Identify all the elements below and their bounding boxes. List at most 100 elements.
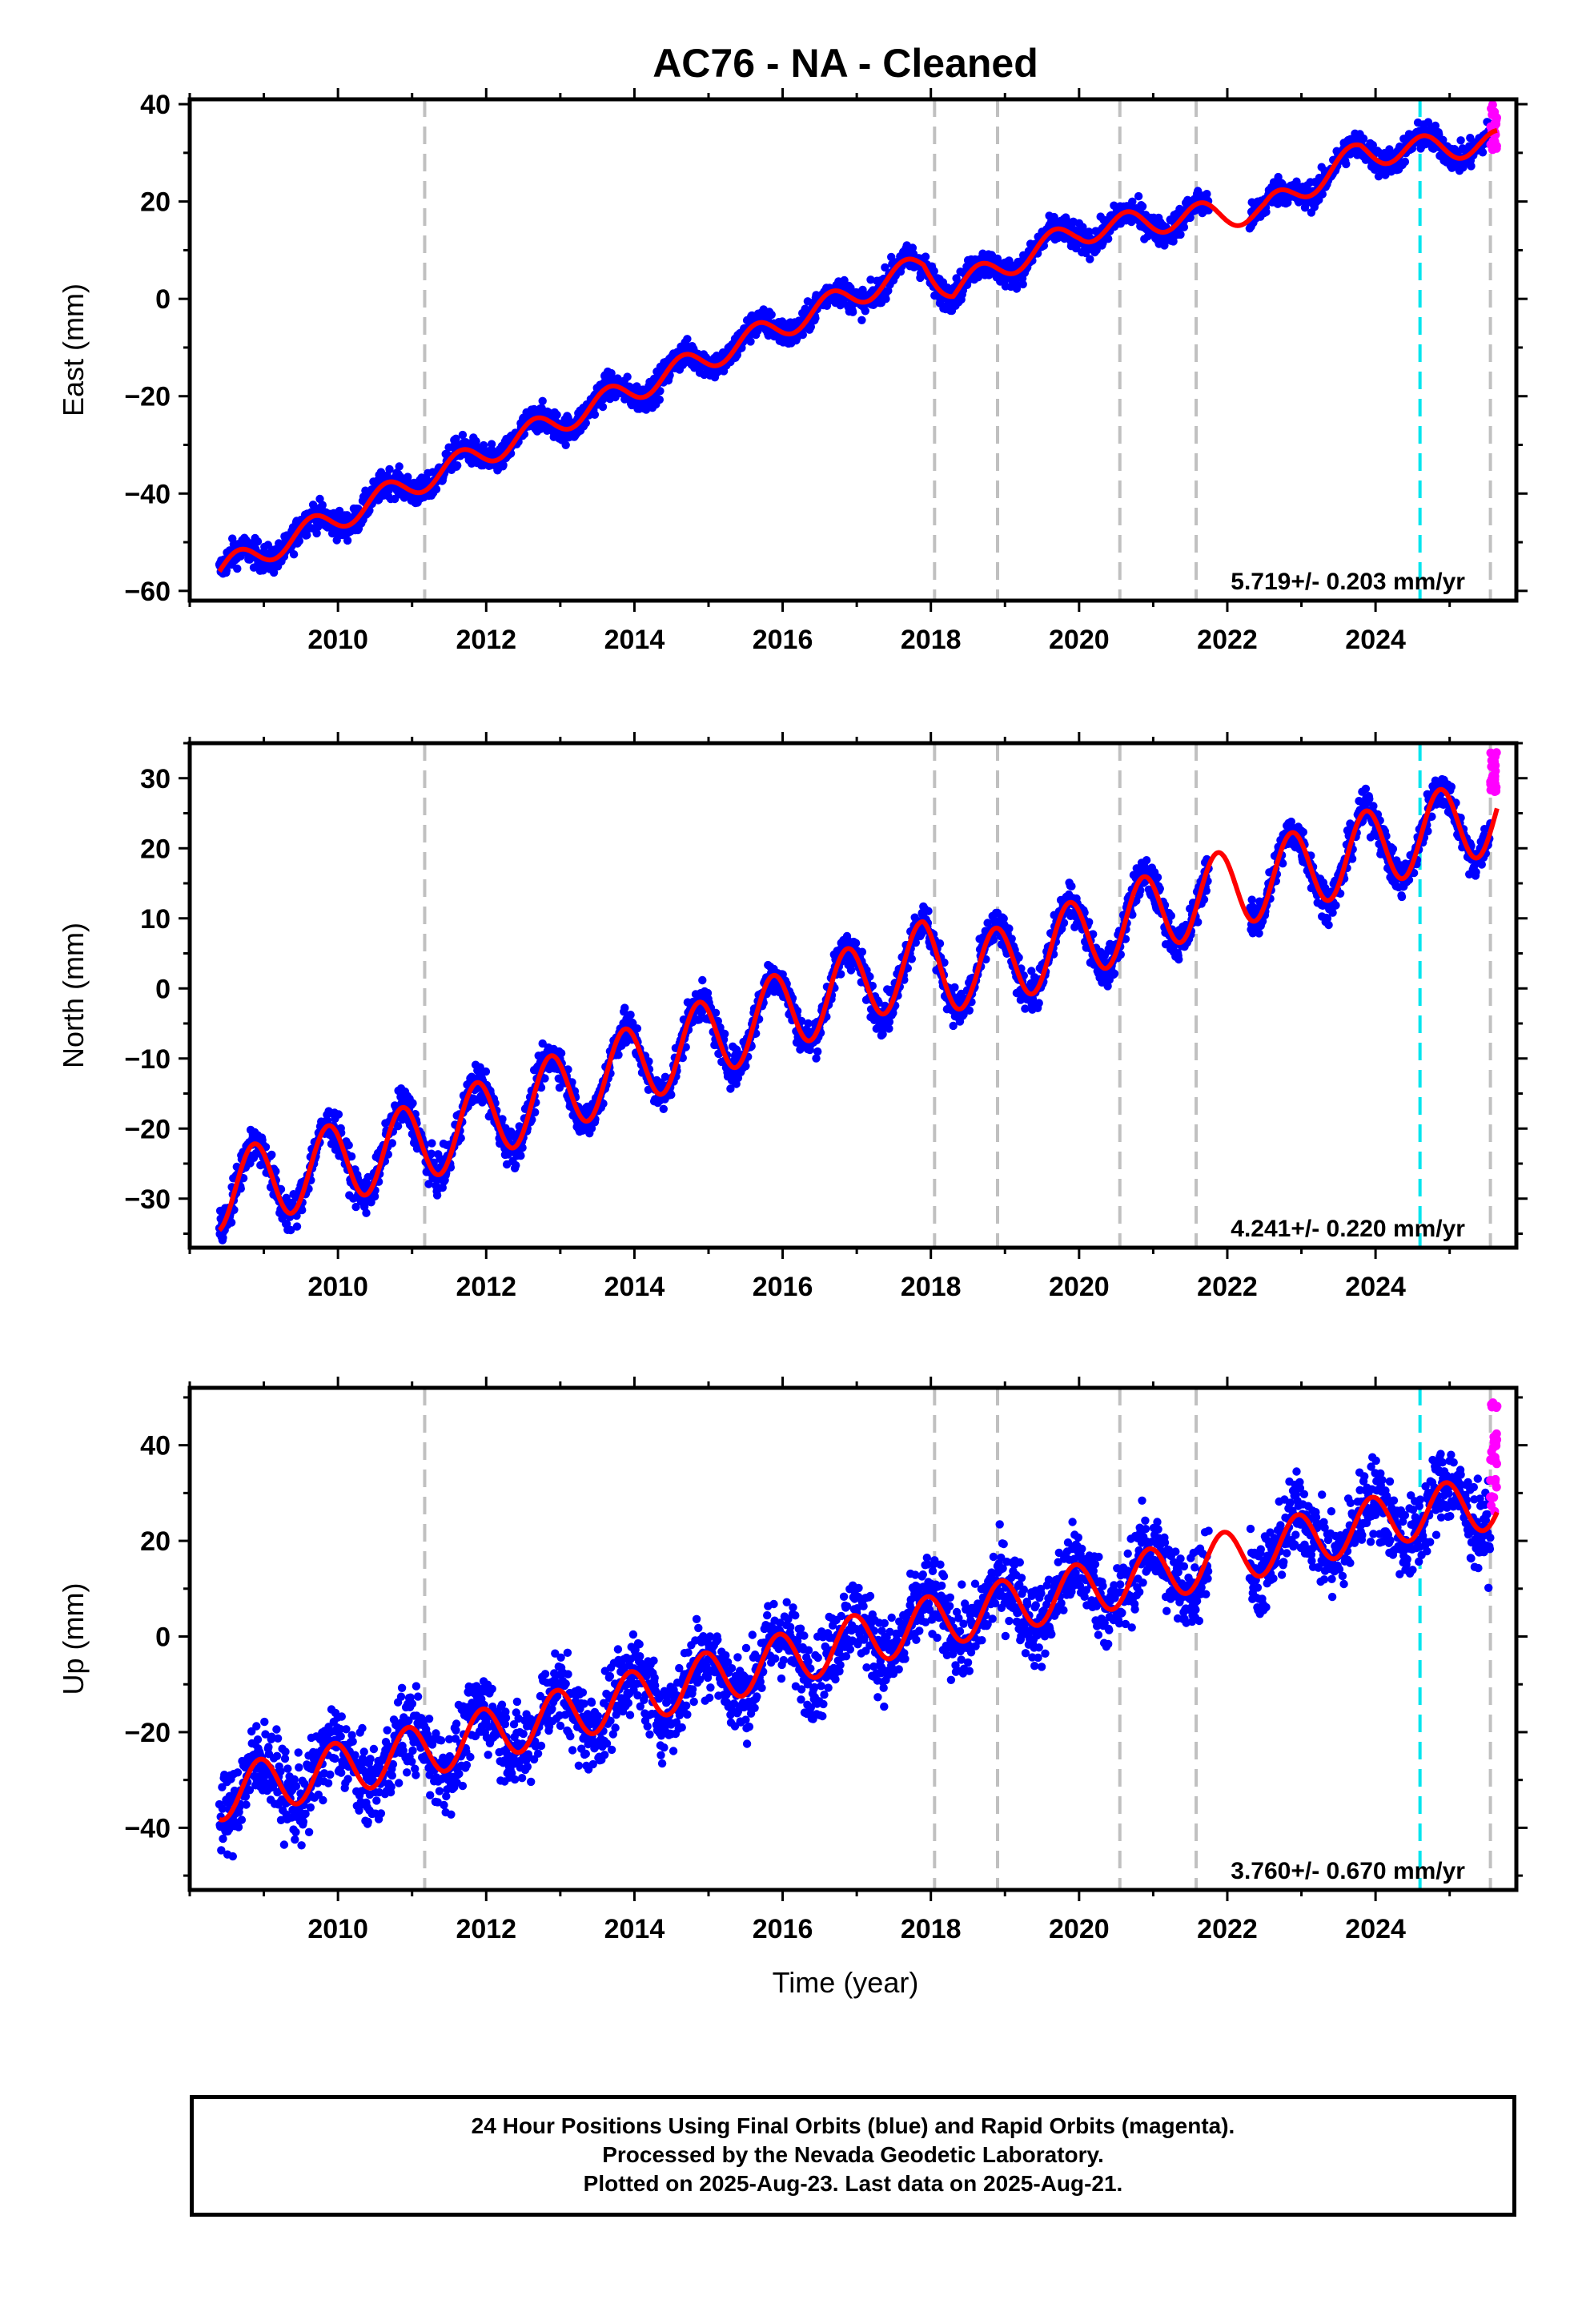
y-axis-label: East (mm)	[57, 283, 90, 416]
final-orbit-point	[1359, 134, 1368, 143]
final-orbit-point	[516, 1152, 525, 1160]
final-orbit-point	[721, 1029, 729, 1039]
final-orbit-point	[458, 430, 468, 440]
y-tick-label: 20	[140, 187, 171, 218]
final-orbit-point	[303, 531, 311, 540]
final-orbit-point	[395, 462, 404, 471]
final-orbit-point	[561, 440, 570, 449]
final-orbit-point	[803, 297, 813, 306]
model-fit-curve	[217, 127, 1499, 573]
final-orbit-point	[1467, 162, 1476, 171]
final-orbit-point	[1400, 157, 1410, 167]
y-tick-label: −20	[124, 382, 171, 412]
final-orbit-point	[607, 368, 616, 378]
figure-title: AC76 - NA - Cleaned	[652, 41, 1038, 86]
final-orbit-point	[1018, 279, 1027, 289]
final-orbit-point	[632, 1024, 642, 1033]
x-tick-label: 2010	[307, 625, 368, 655]
final-orbit-point	[813, 1047, 822, 1056]
final-orbit-point	[1179, 223, 1189, 231]
final-orbit-point	[408, 1099, 417, 1108]
final-orbit-point	[851, 939, 861, 947]
velocity-rate-label: 5.719+/- 0.203 mm/yr	[1231, 569, 1465, 595]
x-tick-label: 2024	[1345, 625, 1406, 655]
final-orbit-point	[1134, 191, 1143, 201]
final-orbit-point	[222, 566, 231, 575]
final-orbit-point	[1342, 159, 1351, 169]
final-orbit-point	[556, 1049, 566, 1058]
final-orbit-point	[362, 1208, 371, 1217]
final-orbit-point	[512, 1161, 520, 1170]
final-orbit-point	[267, 1150, 276, 1160]
final-orbit-point	[581, 419, 590, 428]
final-orbit-point	[1478, 148, 1488, 157]
x-tick-label: 2014	[604, 625, 665, 655]
final-orbit-point	[487, 440, 496, 448]
final-orbit-point	[538, 396, 547, 405]
final-orbit-point	[1086, 255, 1094, 263]
final-orbit-point	[623, 372, 632, 381]
final-orbit-point	[811, 314, 820, 323]
east-panel: 2010 2012 2014 2016 2018 2020 2022 2024−60−40−2…	[57, 88, 1528, 655]
final-orbit-point	[950, 983, 959, 992]
final-orbit-point	[620, 1003, 629, 1012]
final-orbit-point	[907, 955, 917, 963]
final-orbit-point	[432, 1191, 442, 1200]
final-orbit-point	[881, 295, 890, 304]
final-orbit-point	[849, 308, 857, 316]
final-orbit-point	[552, 410, 561, 420]
final-orbit-point	[965, 1006, 974, 1015]
final-orbit-point	[432, 485, 441, 494]
y-tick-label: −40	[124, 479, 171, 509]
y-tick-label: −60	[124, 577, 171, 607]
x-tick-label: 2020	[1049, 625, 1110, 655]
final-orbit-point	[1456, 136, 1465, 145]
rapid-orbit-point	[1488, 100, 1497, 110]
final-orbit-point	[1142, 856, 1151, 865]
final-orbits-series	[215, 118, 1495, 578]
final-orbit-point	[343, 536, 352, 545]
final-orbit-point	[499, 460, 508, 469]
x-tick-label: 2012	[456, 625, 516, 655]
final-orbit-point	[481, 1067, 491, 1076]
final-orbit-point	[857, 947, 867, 956]
final-orbit-point	[453, 461, 462, 470]
final-orbit-point	[1034, 999, 1043, 1007]
final-orbit-point	[289, 550, 299, 559]
final-orbit-point	[334, 1110, 343, 1119]
final-orbit-point	[840, 275, 849, 285]
final-orbit-point	[233, 564, 242, 573]
final-orbit-point	[253, 537, 263, 546]
final-orbit-point	[385, 464, 394, 474]
rapid-orbit-point	[1486, 140, 1496, 149]
final-orbit-point	[590, 410, 600, 419]
final-orbit-point	[921, 252, 930, 261]
final-orbit-point	[861, 307, 870, 316]
final-orbit-point	[318, 501, 327, 509]
final-orbit-point	[767, 310, 776, 320]
final-orbit-point	[292, 1222, 302, 1231]
final-orbit-point	[344, 1140, 353, 1150]
final-orbit-point	[626, 1011, 635, 1019]
final-orbit-point	[1262, 207, 1271, 216]
final-orbit-point	[655, 395, 664, 404]
final-orbit-point	[667, 1090, 676, 1100]
final-orbit-point	[837, 970, 845, 979]
plot-area	[215, 99, 1501, 601]
x-tick-label: 2016	[753, 625, 813, 655]
final-orbit-point	[798, 330, 807, 340]
plot-area	[215, 743, 1501, 1248]
final-orbit-point	[1138, 202, 1147, 211]
final-orbit-point	[924, 907, 933, 915]
final-orbit-point	[404, 472, 412, 481]
rapid-orbit-point	[1492, 115, 1501, 125]
final-orbit-point	[746, 337, 755, 346]
final-orbit-point	[683, 335, 692, 344]
final-orbit-point	[428, 1139, 436, 1148]
final-orbit-point	[866, 275, 875, 284]
north-panel: 2010 2012 2014 2016 2018 2020 2022 2024−30−20−1…	[57, 732, 1528, 1302]
x-tick-label: 2018	[901, 625, 962, 655]
final-orbit-point	[1153, 873, 1162, 882]
final-orbit-point	[1067, 882, 1076, 891]
